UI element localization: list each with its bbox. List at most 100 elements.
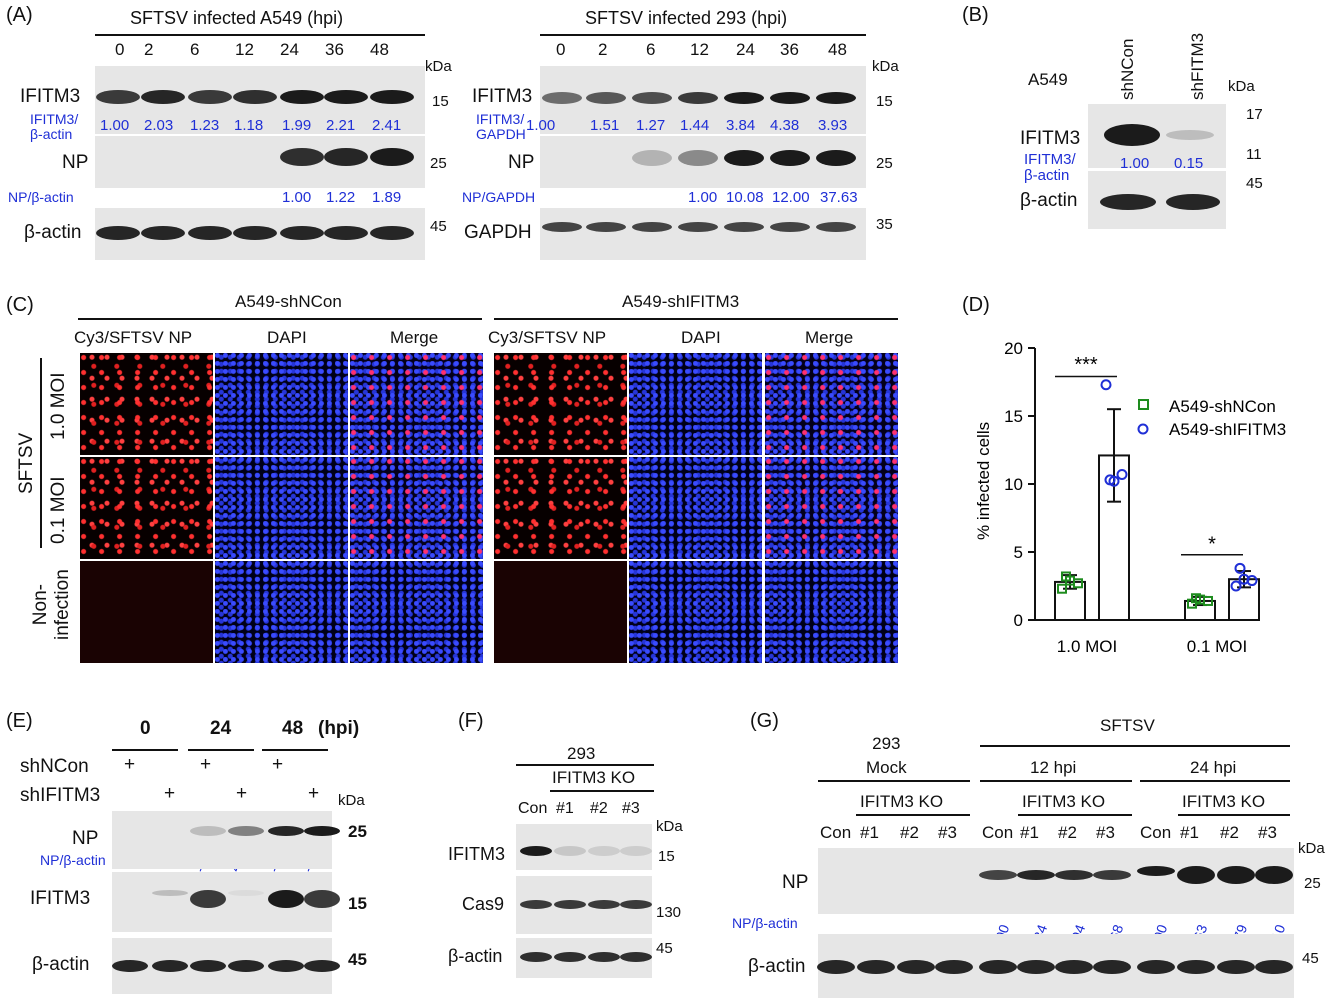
a-right-gapdh-band bbox=[770, 222, 810, 232]
panel-c-row-1: 1.0 MOI bbox=[48, 372, 69, 440]
panel-b-label: (B) bbox=[962, 4, 989, 26]
e-actin-band bbox=[152, 960, 188, 972]
b-actin-band-1 bbox=[1166, 194, 1220, 210]
legend-label: A549-shNCon bbox=[1169, 397, 1276, 416]
a-right-gapdh-band bbox=[678, 222, 718, 232]
a-left-actin-band bbox=[280, 226, 324, 240]
panel-a-right-ratio1-6: 3.93 bbox=[818, 117, 848, 134]
panel-e-plus: + bbox=[200, 754, 212, 775]
panel-e-row2: IFITM3 bbox=[30, 888, 91, 909]
panel-g-row1-kda: 25 bbox=[1304, 875, 1321, 892]
data-point bbox=[1230, 580, 1242, 592]
g-np-band bbox=[1093, 870, 1131, 880]
b-ifitm3-band-1 bbox=[1166, 130, 1214, 140]
panel-c-micrograph bbox=[765, 561, 898, 663]
panel-a-right-ratio1-4: 3.84 bbox=[726, 117, 756, 134]
panel-a-left-ratio1-6: 2.41 bbox=[372, 117, 402, 134]
panel-a-right-ratio1-label: IFITM3/GAPDH bbox=[476, 111, 526, 142]
panel-e-row1-kda: 25 bbox=[348, 822, 367, 841]
panel-c-micrograph bbox=[215, 457, 348, 559]
a-right-gapdh-band bbox=[542, 222, 582, 232]
panel-a-left-ratio1-2: 1.23 bbox=[190, 117, 220, 134]
panel-g-lane-1: #1 bbox=[860, 823, 879, 842]
panel-c-col-header: DAPI bbox=[681, 328, 721, 347]
panel-c-group-1-rule bbox=[78, 318, 482, 320]
a-right-ifitm3-band bbox=[632, 92, 672, 104]
panel-a-left-ratio1-1: 2.03 bbox=[144, 117, 174, 134]
panel-e-row-b: shIFITM3 bbox=[20, 785, 101, 806]
panel-g-row1: NP bbox=[782, 872, 809, 893]
panel-f-row3-kda: 45 bbox=[656, 940, 673, 957]
panel-a-left-np-blot bbox=[95, 136, 425, 188]
g-actin-band bbox=[935, 960, 973, 974]
g-np-band bbox=[1017, 870, 1055, 880]
a-left-actin-band bbox=[233, 226, 277, 240]
panel-a-right-time-5: 36 bbox=[780, 40, 799, 59]
data-point bbox=[1116, 468, 1128, 480]
panel-c-micrograph bbox=[215, 353, 348, 455]
a-left-ifitm3-band bbox=[370, 90, 414, 104]
panel-e-kda: kDa bbox=[338, 792, 365, 809]
panel-g-ko-3-rule bbox=[1178, 814, 1290, 816]
panel-a-right-title-rule bbox=[540, 34, 866, 36]
panel-e-rule-24 bbox=[188, 749, 254, 751]
panel-g-lane-9: #1 bbox=[1180, 823, 1199, 842]
panel-f-kda: kDa bbox=[656, 818, 683, 835]
panel-e-plus: + bbox=[308, 783, 320, 804]
panel-d-label: (D) bbox=[962, 294, 990, 316]
panel-a-right-time-1: 2 bbox=[598, 40, 608, 59]
f-cas9-band bbox=[620, 900, 652, 909]
panel-c-micrograph bbox=[215, 561, 348, 663]
a-right-np-band bbox=[678, 150, 718, 166]
panel-f-ko-rule bbox=[550, 790, 654, 792]
panel-g-lane-3: #3 bbox=[938, 823, 957, 842]
panel-e-rule-0 bbox=[112, 749, 178, 751]
panel-f-lane-1: #1 bbox=[556, 800, 574, 817]
panel-e-hpi: (hpi) bbox=[318, 718, 360, 739]
panel-g-ko-1-rule bbox=[856, 814, 970, 816]
panel-a-left-ratio2-label: NP/β-actin bbox=[8, 189, 74, 205]
e-np-band bbox=[304, 826, 340, 836]
g-np-band bbox=[1055, 870, 1093, 880]
panel-a-right-row3-kda: 35 bbox=[876, 216, 893, 233]
g-actin-band bbox=[1137, 960, 1175, 974]
panel-a-right-gapdh-blot bbox=[540, 208, 866, 260]
panel-b-row2: β-actin bbox=[1020, 190, 1078, 211]
panel-g-ko-2: IFITM3 KO bbox=[1022, 792, 1106, 811]
panel-g-lane-10: #2 bbox=[1220, 823, 1239, 842]
g-actin-band bbox=[817, 960, 855, 974]
panel-c-col-header: Cy3/SFTSV NP bbox=[74, 328, 193, 347]
data-point bbox=[1073, 578, 1083, 589]
panel-e-row3-kda: 45 bbox=[348, 950, 367, 969]
panel-a-right-ratio1-3: 1.44 bbox=[680, 117, 710, 134]
panel-c-micrograph bbox=[494, 561, 627, 663]
panel-f-cell-rule bbox=[516, 764, 654, 766]
panel-e-row-a: shNCon bbox=[20, 756, 89, 777]
panel-a-right-row2: NP bbox=[508, 152, 535, 173]
panel-a-left-ratio1-5: 2.21 bbox=[326, 117, 356, 134]
a-right-gapdh-band bbox=[816, 222, 856, 232]
panel-g-ko-2-rule bbox=[1018, 814, 1132, 816]
panel-c-group-2: A549-shIFITM3 bbox=[622, 292, 740, 311]
panel-e-label: (E) bbox=[6, 710, 33, 732]
y-tick-label: 5 bbox=[1014, 543, 1023, 562]
e-actin-band bbox=[228, 960, 264, 972]
panel-c-side-label: SFTSV bbox=[16, 432, 37, 494]
panel-g-12hpi-rule bbox=[980, 780, 1132, 782]
panel-g-row2-kda: 45 bbox=[1302, 950, 1319, 967]
a-right-ifitm3-band bbox=[678, 92, 718, 104]
g-actin-band bbox=[1255, 960, 1293, 974]
e-np-band bbox=[190, 826, 226, 836]
panel-e-plus: + bbox=[164, 783, 176, 804]
data-point bbox=[1234, 562, 1246, 574]
panel-a-right-ratio1-2: 1.27 bbox=[636, 117, 666, 134]
panel-c-micrograph bbox=[80, 457, 213, 559]
a-left-actin-band bbox=[370, 226, 414, 240]
panel-e-rule-48 bbox=[262, 749, 328, 751]
panel-e-time-48: 48 bbox=[282, 718, 304, 739]
panel-c-row-2: 0.1 MOI bbox=[48, 476, 69, 544]
g-actin-band bbox=[1017, 960, 1055, 974]
a-right-np-band bbox=[770, 150, 810, 166]
panel-a-left-ratio2-2: 1.89 bbox=[372, 189, 402, 206]
panel-c-micrograph bbox=[765, 457, 898, 559]
